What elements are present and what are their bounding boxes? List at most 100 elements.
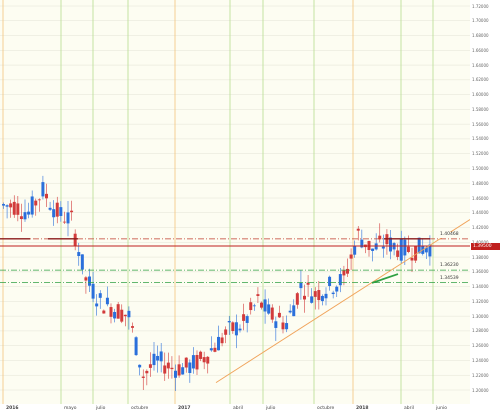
bullish-candle xyxy=(335,286,339,292)
bullish-candle xyxy=(381,246,385,249)
price-tick-label: 1.58000 xyxy=(472,106,489,112)
bearish-candle xyxy=(84,277,88,281)
time-axis-label: abril xyxy=(404,406,414,411)
bearish-candle xyxy=(260,302,263,308)
level-line-label: 1.36230 xyxy=(439,263,460,270)
bearish-candle xyxy=(202,357,206,363)
bullish-candle xyxy=(138,364,142,368)
price-tick-label: 1.38000 xyxy=(472,254,489,260)
bullish-candle xyxy=(188,362,192,374)
chart-plot-area[interactable] xyxy=(0,0,470,404)
bearish-candle xyxy=(313,291,317,297)
bearish-candle xyxy=(141,376,145,378)
bullish-candle xyxy=(274,321,278,328)
price-tick-label: 1.34000 xyxy=(472,284,489,290)
bullish-candle xyxy=(292,305,296,317)
bullish-candle xyxy=(181,367,185,375)
bearish-candle xyxy=(410,257,414,261)
price-tick-label: 1.44000 xyxy=(472,210,489,216)
bearish-candle xyxy=(195,354,199,370)
bullish-candle xyxy=(77,252,81,257)
bearish-candle xyxy=(19,216,23,220)
price-tick-label: 1.52000 xyxy=(472,151,489,157)
bearish-candle xyxy=(55,202,59,217)
bullish-candle xyxy=(174,370,177,378)
price-tick-label: 1.56000 xyxy=(472,121,489,127)
bullish-candle xyxy=(52,209,56,218)
bullish-candle xyxy=(371,248,375,251)
bullish-candle xyxy=(2,204,5,206)
bullish-candle xyxy=(98,293,102,298)
bearish-candle xyxy=(199,351,203,359)
bearish-candle xyxy=(213,347,217,352)
bullish-candle xyxy=(48,207,52,210)
time-axis-label: abril xyxy=(233,406,243,411)
bearish-candle xyxy=(414,246,418,261)
bullish-candle xyxy=(263,299,267,312)
bearish-candle xyxy=(220,337,224,344)
bearish-candle xyxy=(70,210,74,213)
time-axis-label: 2018 xyxy=(356,406,369,411)
price-axis[interactable]: 1.72000 1.70000 1.68000 1.66000 1.64000 1.620… xyxy=(470,0,500,414)
bearish-candle xyxy=(281,322,285,330)
bearish-candle xyxy=(306,282,310,285)
bullish-candle xyxy=(91,283,95,299)
bullish-candle xyxy=(338,274,342,286)
bearish-candle xyxy=(317,290,321,301)
bearish-candle xyxy=(356,228,360,231)
bearish-candle xyxy=(277,312,281,318)
bearish-candle xyxy=(131,326,134,328)
bearish-candle xyxy=(242,314,246,321)
bullish-candle xyxy=(234,322,238,336)
price-tick-label: 1.66000 xyxy=(472,47,489,53)
bearish-candle xyxy=(120,309,124,322)
price-tick-label: 1.46000 xyxy=(472,195,489,201)
bullish-candle xyxy=(134,337,138,356)
bullish-candle xyxy=(267,304,271,314)
price-tick-label: 1.72000 xyxy=(472,3,489,9)
bearish-candle xyxy=(73,233,77,246)
candlestick-chart xyxy=(0,0,470,404)
bullish-candle xyxy=(191,355,195,369)
bearish-candle xyxy=(342,270,346,276)
bullish-candle xyxy=(95,303,99,307)
bullish-candle xyxy=(353,246,357,255)
bearish-candle xyxy=(406,246,410,252)
price-tick-label: 1.20000 xyxy=(472,387,489,393)
bearish-candle xyxy=(184,357,188,368)
bearish-candle xyxy=(349,254,353,259)
time-axis[interactable] xyxy=(0,404,470,414)
bearish-candle xyxy=(295,293,299,305)
bullish-candle xyxy=(424,247,428,253)
price-tick-label: 1.60000 xyxy=(472,92,489,98)
price-tick-label: 1.28000 xyxy=(472,328,489,334)
bullish-candle xyxy=(285,323,289,330)
bullish-candle xyxy=(428,244,432,257)
bullish-candle xyxy=(156,355,160,361)
bullish-candle xyxy=(217,336,220,351)
time-axis-label: julio xyxy=(96,406,106,411)
price-tick-label: 1.54000 xyxy=(472,136,489,142)
bearish-candle xyxy=(9,203,13,208)
price-tick-label: 1.68000 xyxy=(472,33,489,39)
bearish-candle xyxy=(177,364,181,376)
price-tick-label: 1.32000 xyxy=(472,298,489,304)
bullish-candle xyxy=(159,351,163,362)
bullish-candle xyxy=(417,237,421,254)
bearish-candle xyxy=(37,199,41,201)
time-axis-label: julio xyxy=(266,406,276,411)
price-tick-label: 1.40000 xyxy=(472,240,489,245)
price-tick-label: 1.24000 xyxy=(472,357,489,363)
bearish-candle xyxy=(346,268,349,274)
bearish-candle xyxy=(34,200,38,206)
bearish-candle xyxy=(102,310,106,314)
bullish-candle xyxy=(310,296,314,303)
price-tick-label: 1.36000 xyxy=(472,269,489,275)
price-tick-label: 1.62000 xyxy=(472,77,489,83)
bearish-candle xyxy=(123,314,127,317)
bearish-candle xyxy=(145,370,149,374)
bearish-candle xyxy=(378,235,382,240)
bullish-candle xyxy=(227,320,231,323)
support-segment xyxy=(371,273,399,284)
bullish-candle xyxy=(30,196,34,215)
